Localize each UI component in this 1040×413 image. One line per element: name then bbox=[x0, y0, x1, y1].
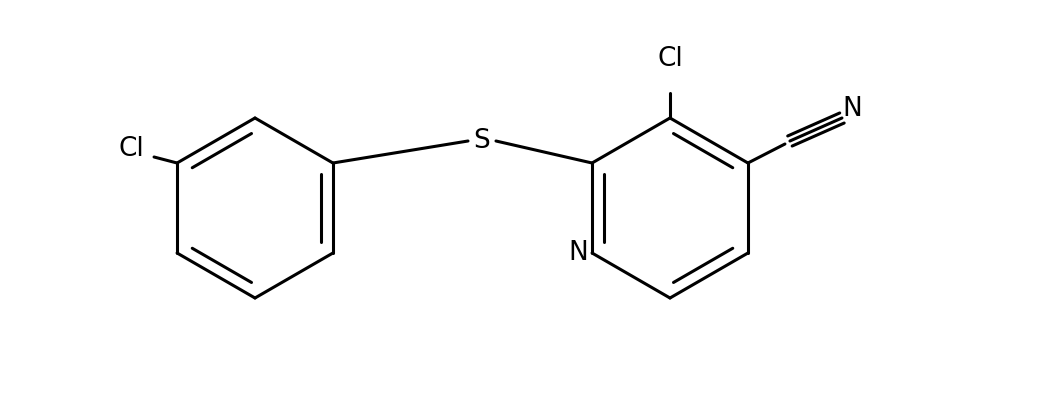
Text: Cl: Cl bbox=[657, 46, 683, 72]
Text: N: N bbox=[568, 240, 588, 266]
Text: Cl: Cl bbox=[119, 136, 144, 162]
Text: S: S bbox=[473, 128, 491, 154]
Text: N: N bbox=[842, 96, 862, 122]
